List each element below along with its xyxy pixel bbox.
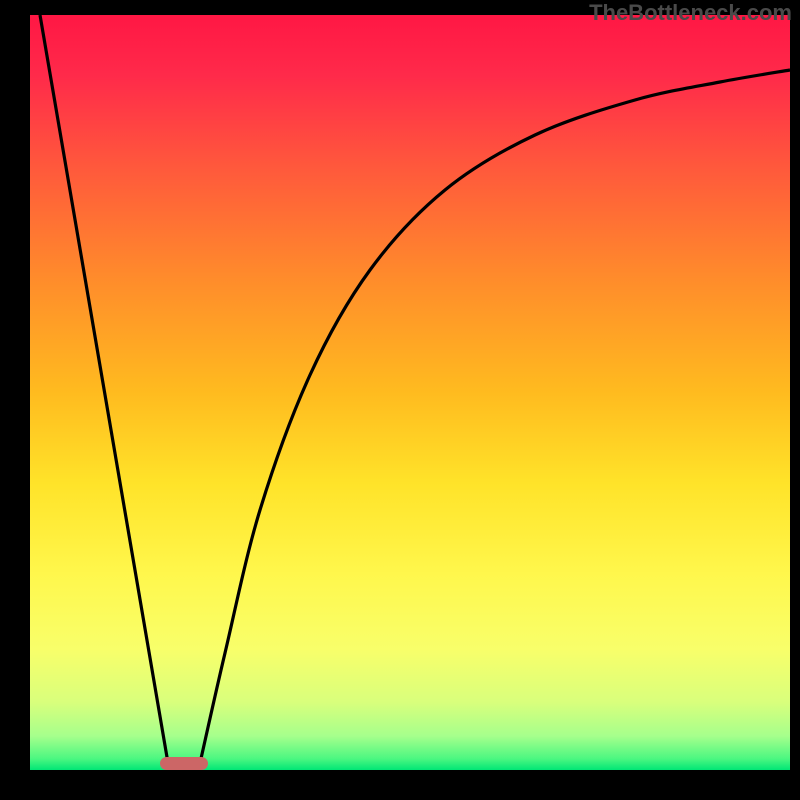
right-asymptotic-curve [200,70,790,763]
left-diagonal-curve [40,15,168,763]
chart-root: TheBottleneck.com [0,0,800,800]
watermark-text: TheBottleneck.com [589,0,792,26]
curve-layer [0,0,800,800]
optimal-point-marker [160,757,208,770]
